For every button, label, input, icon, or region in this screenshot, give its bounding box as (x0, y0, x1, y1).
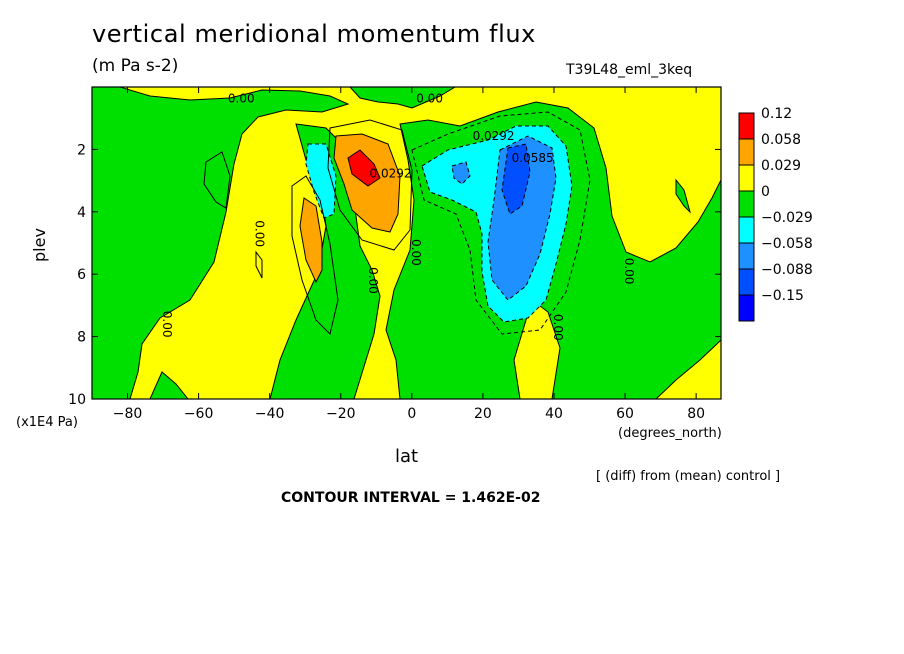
colorbar-swatch (738, 242, 755, 270)
x-axis-unit: (degrees_north) (618, 426, 722, 441)
colorbar-swatch (738, 190, 755, 218)
contour-label: 0.00 (252, 220, 266, 247)
region-neg-blue-core (501, 143, 531, 215)
colorbar-swatch (738, 268, 755, 296)
colorbar-label: −0.088 (761, 262, 813, 278)
region-pos-inner-right (513, 299, 561, 399)
contour-line-left (203, 151, 231, 209)
y-ticks: 2 4 6 8 10 (68, 142, 721, 408)
contour-label: 0.00 (622, 258, 636, 285)
region-neg-bottom-left (149, 371, 189, 399)
x-tick-label: 80 (687, 406, 705, 422)
colorbar-label: −0.058 (761, 236, 813, 252)
colorbar-label: 0.029 (761, 158, 801, 174)
colorbar-swatch (738, 138, 755, 166)
x-tick-label: −40 (255, 406, 285, 422)
colorbar-label: 0.12 (761, 106, 792, 122)
contour-line-right (411, 111, 591, 335)
contour-label: 0.0585 (512, 151, 554, 165)
colorbar-swatch (738, 164, 755, 192)
y-axis-unit: (x1E4 Pa) (16, 415, 78, 430)
y-tick-label: 2 (77, 142, 86, 158)
contour-interval: CONTOUR INTERVAL = 1.462E-02 (281, 490, 541, 506)
x-tick-label: 0 (407, 406, 416, 422)
contour-line-center (291, 175, 339, 335)
contour-label: 0.00 (416, 92, 443, 106)
colorbar-label: −0.15 (761, 288, 804, 304)
region-neg-right-thin (675, 178, 691, 214)
plot-frame (91, 86, 722, 400)
x-axis-label: lat (395, 446, 419, 467)
x-tick-label: 20 (474, 406, 492, 422)
chart-units: (m Pa s-2) (92, 56, 179, 76)
region-pos-inner-left (255, 250, 263, 279)
x-tick-label: 60 (616, 406, 634, 422)
x-tick-label: −60 (184, 406, 214, 422)
contour-label: 0.0292 (370, 166, 412, 180)
contour-labels: 0.00 0.00 0.00 0.00 0.00 0.00 0.0292 0.0292 0.05… (160, 92, 636, 341)
colorbar-legend: 0.12 0.058 0.029 0 −0.029 −0.058 −0.088 −0.15 (738, 106, 813, 322)
y-tick-label: 10 (68, 392, 86, 408)
y-tick-label: 6 (77, 267, 86, 283)
colorbar-label: 0 (761, 184, 770, 200)
colorbar-swatch (738, 294, 755, 322)
contour-line-upper (327, 119, 413, 251)
x-tick-label: 40 (545, 406, 563, 422)
contour-label: 0.00 (228, 92, 255, 106)
x-ticks: −80 −60 −40 −20 0 20 40 60 80 (113, 87, 705, 422)
contour-label: 0.0292 (473, 129, 515, 143)
run-label: T39L48_eml_3keq (566, 62, 693, 78)
chart-title: vertical meridional momentum flux (92, 20, 536, 48)
colorbar-label: −0.029 (761, 210, 813, 226)
colorbar-swatch (738, 216, 755, 244)
colorbar-label: 0.058 (761, 132, 801, 148)
contour-label: 0.00 (160, 311, 174, 338)
y-tick-label: 4 (77, 205, 86, 221)
region-neg-left-edge (92, 87, 350, 399)
colorbar-swatch (738, 112, 755, 140)
x-tick-label: −20 (326, 406, 356, 422)
plot-field (92, 87, 721, 399)
y-tick-label: 8 (77, 330, 86, 346)
contour-label: 0.00 (366, 267, 380, 294)
region-pos-orange-left (299, 197, 323, 284)
contour-label: 0.00 (551, 314, 565, 341)
region-pos-red (347, 149, 381, 187)
contour-label: 0.00 (409, 239, 423, 266)
region-neg-blue-small (451, 161, 471, 185)
x-tick-label: −80 (113, 406, 143, 422)
region-neg-top-center (349, 87, 456, 109)
diff-note: [ (diff) from (mean) control ] (596, 469, 781, 484)
